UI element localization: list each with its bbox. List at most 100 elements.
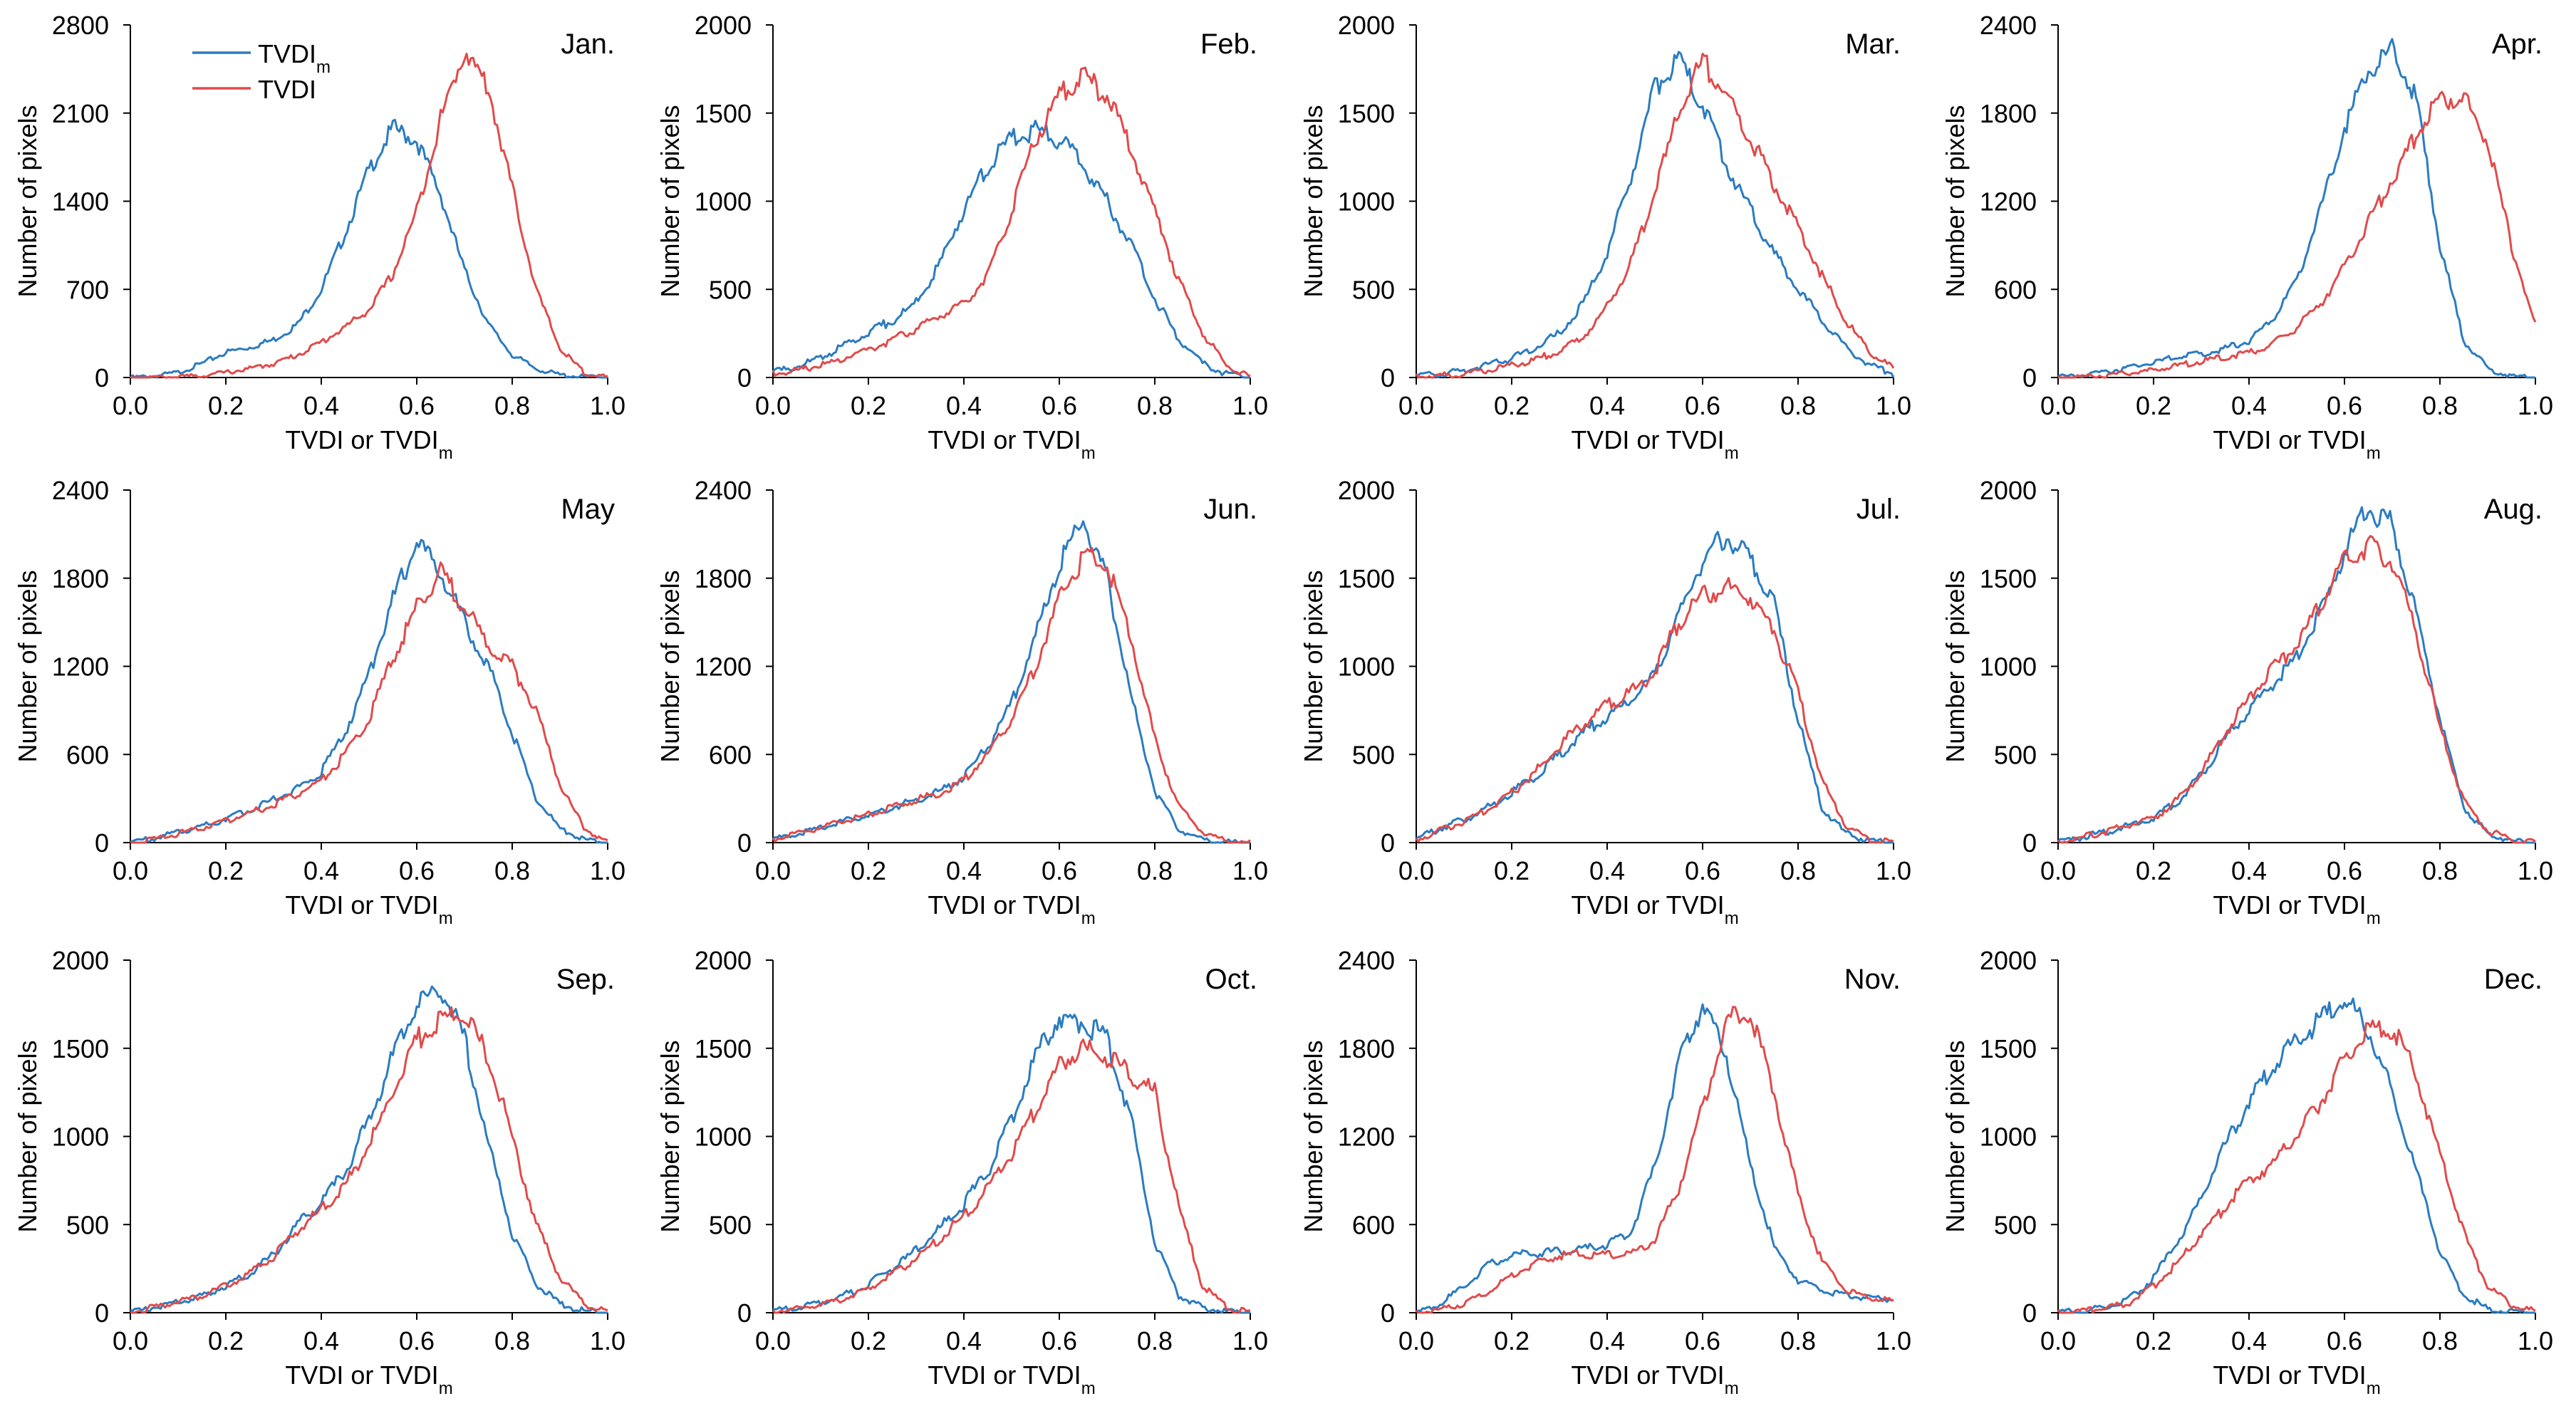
series-line-tvdim [2057, 997, 2535, 1314]
x-tick-label: 0.6 [1685, 1326, 1720, 1355]
panel-nov: 0.0 0.2 0.4 0.6 0.8 1.0 0 600 1200 1800 2400 TVDI o… [1299, 946, 1911, 1398]
y-tick-label: 1200 [1338, 1123, 1395, 1152]
x-tick-label: 1.0 [590, 1326, 625, 1355]
panel-title: Mar. [1845, 28, 1901, 60]
y-tick-label: 1000 [695, 187, 752, 217]
x-tick-label: 0.8 [1780, 1326, 1816, 1355]
y-tick-label: 0 [737, 1298, 752, 1328]
y-tick-label: 500 [1994, 740, 2037, 769]
y-tick-label: 500 [1994, 1210, 2037, 1239]
panel-may: 0.0 0.2 0.4 0.6 0.8 1.0 0 600 1200 1800 2400 TVDI o… [13, 476, 625, 928]
x-axis-label: TVDI or TVDIm [1571, 1360, 1738, 1398]
x-tick-label: 0.2 [1494, 391, 1530, 420]
series-line-tvdi [2057, 535, 2536, 844]
x-axis-label: TVDI or TVDIm [1571, 425, 1738, 463]
y-tick-label: 2400 [52, 476, 109, 505]
series-line-tvdi [2057, 1019, 2536, 1314]
series-line-tvdim [772, 1014, 1250, 1314]
x-tick-label: 0.8 [1780, 856, 1816, 885]
y-tick-label: 1500 [1338, 99, 1395, 128]
x-tick-label: 1.0 [1876, 856, 1911, 885]
x-axis-label: TVDI or TVDIm [928, 1360, 1095, 1398]
y-tick-label: 1500 [695, 1034, 752, 1063]
x-tick-label: 0.2 [2136, 1326, 2171, 1355]
series-line-tvdim [130, 538, 608, 844]
x-tick-label: 0.6 [1042, 1326, 1077, 1355]
series-line-tvdi [1415, 53, 1895, 379]
y-tick-label: 500 [709, 275, 752, 304]
x-tick-label: 0.8 [494, 856, 530, 885]
x-tick-label: 0.8 [1137, 391, 1173, 420]
x-tick-label: 0.6 [1042, 391, 1077, 420]
y-axis-label: Number of pixels [655, 105, 685, 297]
x-tick-label: 0.2 [1494, 1326, 1530, 1355]
y-axis-label: Number of pixels [13, 1040, 42, 1232]
y-axis-label: Number of pixels [1941, 105, 1970, 297]
y-tick-label: 0 [2022, 828, 2037, 858]
y-axis-label: Number of pixels [13, 570, 42, 762]
x-tick-label: 0.8 [2422, 391, 2458, 420]
y-tick-label: 1000 [695, 1123, 752, 1152]
y-tick-label: 1400 [52, 187, 109, 217]
series-line-tvdi [772, 66, 1251, 378]
x-tick-label: 0.0 [113, 391, 148, 420]
legend-label-tvdim: TVDIm [258, 39, 331, 77]
panel-title: Aug. [2484, 494, 2543, 525]
x-tick-label: 0.8 [2422, 856, 2458, 885]
y-tick-label: 2400 [1338, 946, 1395, 975]
y-tick-label: 1500 [1980, 1034, 2037, 1063]
y-tick-label: 1000 [52, 1123, 109, 1152]
series-line-tvdi [130, 53, 608, 379]
x-tick-label: 0.0 [1398, 1326, 1434, 1355]
y-tick-label: 1000 [1980, 652, 2037, 682]
x-axis-label: TVDI or TVDIm [285, 890, 452, 928]
x-tick-label: 0.0 [2040, 1326, 2076, 1355]
x-tick-label: 0.0 [2040, 856, 2076, 885]
x-tick-label: 0.2 [1494, 856, 1530, 885]
legend-label-tvdi: TVDI [258, 75, 316, 104]
y-tick-label: 1000 [1980, 1123, 2037, 1152]
y-tick-label: 2000 [1338, 476, 1395, 505]
y-axis-label: Number of pixels [1299, 105, 1328, 297]
y-tick-label: 0 [95, 828, 109, 858]
y-tick-label: 2000 [695, 11, 752, 40]
x-tick-label: 0.2 [2136, 856, 2171, 885]
x-tick-label: 0.6 [1042, 856, 1077, 885]
x-tick-label: 0.4 [2231, 856, 2267, 885]
panel-title: Sep. [556, 964, 615, 995]
panel-oct: 0.0 0.2 0.4 0.6 0.8 1.0 0 500 1000 1500 2000 TVDI o… [655, 946, 1268, 1398]
y-tick-label: 1000 [1338, 187, 1395, 217]
panel-mar: 0.0 0.2 0.4 0.6 0.8 1.0 0 500 1000 1500 2000 TVDI o… [1299, 11, 1911, 463]
x-tick-label: 0.4 [946, 391, 982, 420]
x-axis-label: TVDI or TVDIm [928, 425, 1095, 463]
panel-title: Apr. [2492, 28, 2543, 60]
x-tick-label: 0.2 [208, 391, 244, 420]
y-tick-label: 1200 [1980, 187, 2037, 217]
x-tick-label: 0.8 [494, 391, 530, 420]
y-axis-label: Number of pixels [1299, 570, 1328, 762]
series-line-tvdim [129, 118, 608, 379]
y-tick-label: 700 [66, 275, 109, 304]
y-axis-label: Number of pixels [1299, 1040, 1328, 1232]
series-line-tvdi [130, 561, 608, 844]
y-tick-label: 500 [1352, 740, 1395, 769]
x-tick-label: 0.2 [851, 856, 886, 885]
y-tick-label: 0 [2022, 363, 2037, 392]
panel-title: Jan. [561, 28, 615, 60]
series-line-tvdim [772, 120, 1250, 379]
x-tick-label: 0.4 [1589, 391, 1625, 420]
x-tick-label: 0.4 [2231, 1326, 2267, 1355]
x-tick-label: 0.6 [1685, 391, 1720, 420]
y-tick-label: 1500 [695, 99, 752, 128]
y-tick-label: 500 [709, 1210, 752, 1239]
y-tick-label: 0 [95, 363, 109, 392]
x-tick-label: 1.0 [1232, 1326, 1268, 1355]
x-tick-label: 0.6 [2327, 856, 2362, 885]
x-axis-label: TVDI or TVDIm [1571, 890, 1738, 928]
x-tick-label: 0.4 [946, 1326, 982, 1355]
series-line-tvdi [772, 546, 1251, 844]
x-tick-label: 0.4 [1589, 1326, 1625, 1355]
y-tick-label: 1500 [1980, 564, 2037, 593]
